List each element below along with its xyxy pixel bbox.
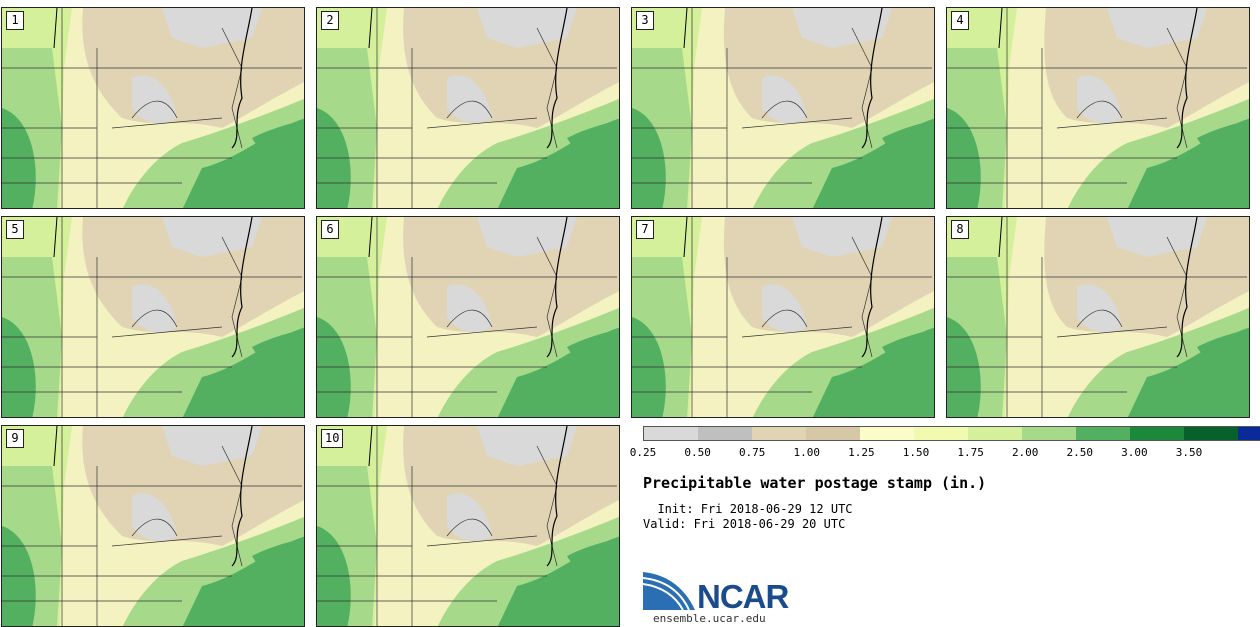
colorbar-swatch [806, 427, 860, 440]
postage-stamp-map: 3 [631, 7, 935, 209]
stamp-member-label: 8 [951, 220, 969, 239]
stamp-member-label: 1 [6, 11, 24, 30]
precipitable-water-map [317, 426, 619, 626]
colorbar-tick-label: 2.00 [1011, 446, 1039, 459]
stamp-member-label: 10 [321, 429, 344, 448]
ncar-url: ensemble.ucar.edu [653, 612, 766, 625]
postage-stamp-map: 9 [1, 425, 305, 627]
stamp-member-label: 2 [321, 11, 339, 30]
precipitable-water-map [2, 426, 304, 626]
precipitable-water-map [317, 8, 619, 208]
postage-stamp-map: 7 [631, 216, 935, 418]
postage-stamp-map: 1 [1, 7, 305, 209]
colorbar-tick-label: 3.00 [1121, 446, 1148, 459]
colorbar-tick-label: 1.00 [793, 446, 821, 459]
colorbar-swatch [1076, 427, 1130, 440]
postage-stamp-map: 6 [316, 216, 620, 418]
colorbar-swatch [1238, 427, 1260, 440]
colorbar-tick-label: 0.75 [738, 446, 766, 459]
postage-stamp-map: 4 [946, 7, 1250, 209]
stamp-member-label: 7 [636, 220, 654, 239]
colorbar-tick-label: 0.25 [629, 446, 657, 459]
time-info: Init: Fri 2018-06-29 12 UTC Valid: Fri 2… [643, 502, 853, 532]
colorbar-tick-label: 1.75 [957, 446, 984, 459]
init-time: Init: Fri 2018-06-29 12 UTC [643, 502, 853, 516]
precipitable-water-map [632, 8, 934, 208]
colorbar-swatch [698, 427, 752, 440]
colorbar-swatch [1184, 427, 1238, 440]
postage-stamp-map: 2 [316, 7, 620, 209]
stamp-member-label: 9 [6, 429, 24, 448]
colorbar [643, 426, 1260, 441]
map-title: Precipitable water postage stamp (in.) [643, 474, 987, 492]
colorbar-tick-labels: 0.25 0.50 0.75 1.00 1.25 1.50 1.75 2.00 2.50 3.00… [630, 446, 1250, 460]
precipitable-water-map [2, 217, 304, 417]
colorbar-tick-label: 1.50 [902, 446, 930, 459]
precipitable-water-map [632, 217, 934, 417]
colorbar-swatch [1130, 427, 1184, 440]
stamp-member-label: 4 [951, 11, 969, 30]
ncar-logo-text: NCAR [697, 578, 789, 615]
stamp-member-label: 6 [321, 220, 339, 239]
ncar-logo-icon [643, 572, 695, 611]
precipitable-water-map [947, 217, 1249, 417]
postage-stamp-map: 8 [946, 216, 1250, 418]
colorbar-swatch [860, 427, 914, 440]
stamp-member-label: 5 [6, 220, 24, 239]
colorbar-swatch [914, 427, 968, 440]
colorbar-tick-label: 2.50 [1066, 446, 1094, 459]
precipitable-water-map [947, 8, 1249, 208]
colorbar-swatch [968, 427, 1022, 440]
colorbar-swatch [752, 427, 806, 440]
valid-time: Valid: Fri 2018-06-29 20 UTC [643, 517, 846, 531]
colorbar-swatch [1022, 427, 1076, 440]
postage-stamp-map: 10 [316, 425, 620, 627]
stamp-member-label: 3 [636, 11, 654, 30]
postage-stamp-map: 5 [1, 216, 305, 418]
colorbar-tick-label: 1.25 [848, 446, 875, 459]
colorbar-tick-label: 3.50 [1175, 446, 1203, 459]
colorbar-tick-label: 0.50 [684, 446, 711, 459]
colorbar-swatch [644, 427, 698, 440]
precipitable-water-map [2, 8, 304, 208]
precipitable-water-map [317, 217, 619, 417]
